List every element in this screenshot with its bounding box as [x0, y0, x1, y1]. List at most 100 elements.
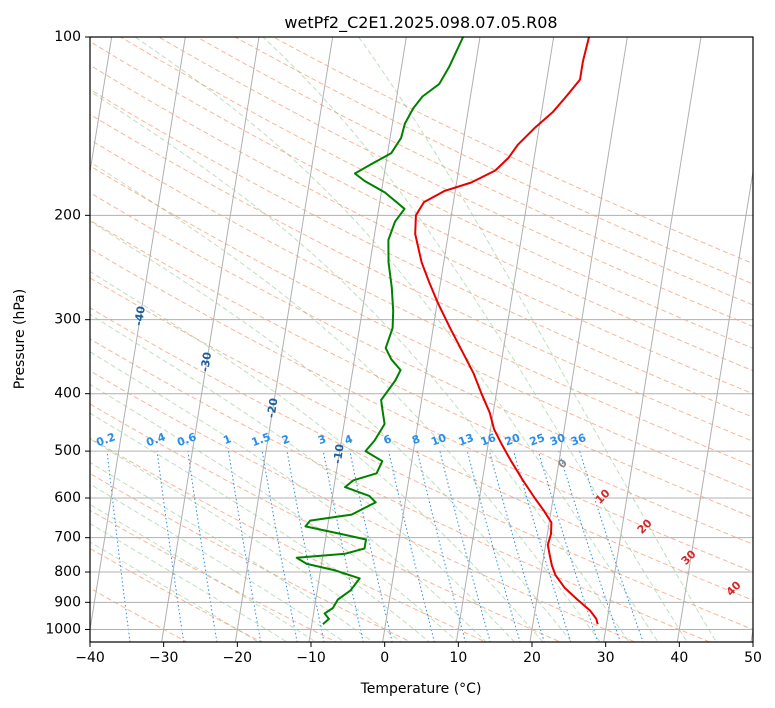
y-tick-label: 1000: [45, 621, 81, 637]
x-tick-label: −10: [296, 650, 326, 666]
y-tick-label: 300: [54, 312, 81, 328]
moist-adiabat-label: 10: [593, 486, 613, 506]
x-tick-label: 30: [597, 650, 615, 666]
y-tick-label: 900: [54, 594, 81, 610]
x-axis-label: Temperature (°C): [360, 681, 482, 697]
mixing-ratio-label: 0.4: [144, 430, 167, 449]
dry-adiabat-line: [196, 37, 753, 306]
isotherm-label: -60: [0, 213, 15, 235]
isotherm-gridline: [603, 37, 702, 642]
dry-adiabat-line: [90, 472, 413, 642]
isotherm-gridline: [161, 37, 260, 642]
dry-adiabat-line: [90, 219, 753, 545]
mixing-ratio-label: 8: [410, 432, 422, 447]
x-tick-label: −20: [223, 650, 253, 666]
mixing-ratio-label: 0.2: [94, 430, 117, 449]
mixing-ratio-label: 3: [316, 432, 328, 447]
isotherm-gridline: [90, 37, 113, 175]
moist-adiabat-label: 30: [679, 547, 699, 567]
dewpoint-profile-line: [295, 37, 465, 625]
dry-adiabat-line: [90, 41, 753, 372]
dry-adiabat-line: [272, 37, 753, 265]
grid-lines: [90, 37, 753, 642]
y-tick-label: 400: [54, 386, 81, 402]
dry-adiabat-line: [120, 37, 753, 349]
moist-adiabat-line: [134, 37, 659, 642]
isotherm-gridline: [234, 37, 334, 642]
dry-adiabat-line: [90, 547, 263, 642]
y-axis-label: Pressure (hPa): [12, 289, 28, 389]
moist-adiabat-line: [90, 412, 431, 642]
y-tick-label: 600: [54, 490, 81, 506]
moist-adiabat-line: [90, 541, 260, 642]
temperature-profile-line: [414, 37, 599, 625]
x-tick-label: 20: [523, 650, 541, 666]
x-tick-label: 0: [380, 650, 389, 666]
dry-adiabat-line: [90, 113, 753, 442]
mixing-ratio-label: 10: [429, 431, 448, 449]
isotherm-gridline: [308, 37, 407, 642]
axis-ticks: −40 −30 −20 −10 0 10 20 30 40 5010020030040050060…: [45, 29, 762, 666]
isotherm-gridline: [676, 168, 753, 642]
dry-adiabat-line: [90, 139, 753, 467]
dry-adiabat-line: [90, 370, 637, 642]
mixing-ratio-line: [349, 450, 393, 642]
y-tick-label: 700: [54, 530, 81, 546]
mixing-ratio-label: 25: [528, 431, 547, 448]
mixing-ratio-line: [156, 451, 185, 642]
dry-adiabat-line: [90, 587, 188, 642]
chart-title: wetPf2_C2E1.2025.098.07.05.R08: [284, 13, 557, 33]
moist-adiabat-line: [90, 461, 374, 642]
y-tick-label: 200: [54, 207, 81, 223]
moist-adiabat-line: [90, 161, 601, 642]
moist-adiabat-line: [358, 37, 717, 642]
mixing-ratio-line: [322, 451, 364, 642]
isotherm-label: -30: [198, 351, 214, 373]
line-labels: -100-90-80-70-60-50-40-30-20-100.10.20.4…: [0, 213, 743, 599]
y-tick-label: 500: [54, 443, 81, 459]
mixing-ratio-label: 36: [569, 431, 588, 449]
x-tick-label: 40: [670, 650, 688, 666]
x-tick-label: 50: [744, 650, 762, 666]
dry-adiabat-line: [90, 165, 753, 492]
mixing-ratio-label: 20: [503, 431, 522, 449]
moist-adiabat-line: [90, 522, 288, 642]
moist-adiabat-line: [90, 220, 573, 642]
moist-adiabat-line: [90, 503, 317, 642]
x-tick-label: 10: [449, 650, 467, 666]
mixing-ratio-label: 4: [343, 432, 355, 447]
mixing-ratio-label: 0.6: [175, 430, 198, 449]
y-tick-label: 100: [54, 29, 81, 45]
dry-adiabat-line: [90, 509, 338, 642]
moist-adiabat-line: [90, 483, 346, 642]
moist-adiabat-line: [262, 37, 688, 642]
mixing-ratio-label: 16: [479, 431, 498, 449]
mixing-ratio-line: [106, 451, 131, 642]
isotherm-gridline: [455, 37, 555, 642]
x-tick-label: −30: [149, 650, 179, 666]
isotherm-label: -40: [132, 305, 148, 327]
mixing-ratio-label: 1: [221, 432, 233, 447]
y-tick-label: 800: [54, 564, 81, 580]
dry-adiabat-line: [90, 403, 562, 642]
profile-lines: [295, 37, 599, 625]
x-tick-label: −40: [75, 650, 105, 666]
isotherm-label: -10: [331, 443, 347, 465]
isotherm-gridline: [382, 37, 481, 642]
dry-adiabat-line: [90, 437, 487, 642]
isotherm-gridline: [529, 37, 628, 642]
moist-adiabat-line: [90, 270, 544, 642]
mixing-ratio-line: [388, 450, 435, 642]
dry-adiabat-line: [90, 88, 753, 418]
isotherm-gridline: [90, 37, 186, 633]
mixing-ratio-label: 6: [382, 432, 394, 447]
moist-adiabat-label: 20: [635, 516, 655, 536]
moist-adiabat-line: [90, 438, 402, 642]
mixing-ratio-label: 30: [548, 431, 567, 449]
plot-frame: [89, 36, 754, 643]
dry-adiabat-line: [158, 37, 753, 327]
mixing-ratio-label: 13: [457, 431, 476, 448]
mixing-ratio-label: 1.5: [250, 430, 273, 449]
moist-adiabat-line: [90, 383, 459, 642]
